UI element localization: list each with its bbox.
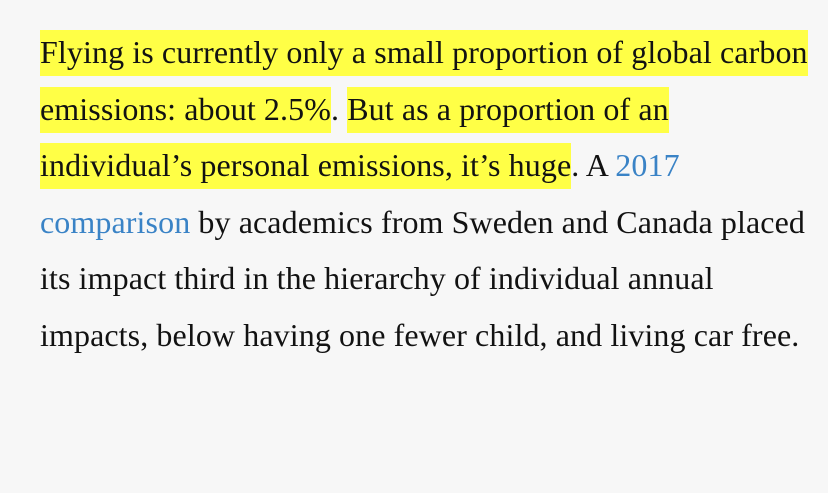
highlighted-text-2: But as a proportion of an individual’s p… <box>40 86 669 190</box>
article-paragraph: Flying is currently only a small proport… <box>40 24 810 364</box>
comparison-link[interactable]: 2017 comparison <box>40 147 680 240</box>
paragraph-text-1: . A <box>571 147 616 184</box>
paragraph-text-2: by academics from Sweden and Canada plac… <box>40 203 806 353</box>
text-separator: . <box>330 90 348 127</box>
article-body: Flying is currently only a small proport… <box>40 24 810 364</box>
